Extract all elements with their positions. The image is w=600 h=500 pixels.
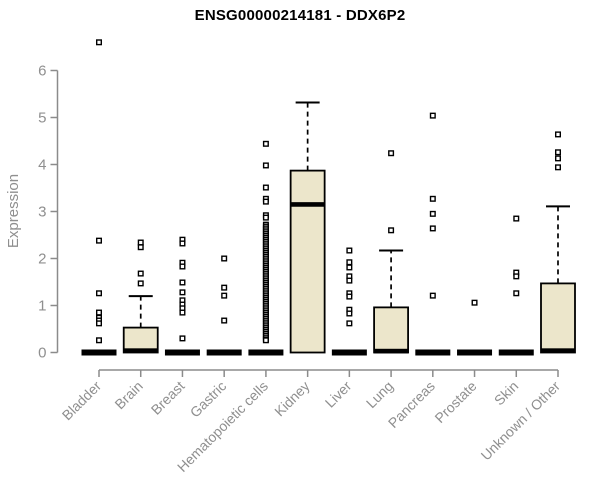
box-kidney bbox=[289, 169, 326, 354]
outlier-point bbox=[221, 292, 228, 299]
outlier-point bbox=[221, 284, 228, 291]
outlier-point bbox=[429, 292, 436, 299]
outlier-point bbox=[262, 184, 269, 191]
outlier-point bbox=[179, 263, 186, 270]
x-tick-label: Liver bbox=[322, 378, 355, 411]
outlier-point bbox=[221, 255, 228, 262]
outlier-point bbox=[95, 237, 102, 244]
outlier-point bbox=[346, 264, 353, 271]
outlier-point bbox=[262, 140, 269, 147]
box-unknown-other bbox=[540, 282, 576, 354]
outlier-point bbox=[554, 149, 561, 156]
y-tick-label: 1 bbox=[38, 298, 46, 315]
collapsed-box-skin bbox=[498, 349, 534, 356]
y-axis-title: Expression bbox=[5, 174, 22, 248]
y-tick-label: 4 bbox=[38, 157, 46, 174]
median-line bbox=[540, 348, 575, 353]
outlier-point bbox=[95, 337, 102, 344]
x-tick-label: Brain bbox=[111, 378, 145, 412]
outlier-point bbox=[262, 198, 269, 205]
outlier-point bbox=[429, 112, 436, 119]
chart-title: ENSG00000214181 - DDX6P2 bbox=[194, 7, 406, 24]
x-tick-label: Kidney bbox=[271, 378, 313, 420]
x-tick-label: Breast bbox=[148, 378, 188, 418]
y-tick-label: 6 bbox=[38, 63, 46, 80]
collapsed-box-hematopoietic-cells bbox=[248, 349, 284, 356]
outlier-point bbox=[346, 310, 353, 317]
outlier-point bbox=[554, 155, 561, 162]
outlier-point bbox=[137, 270, 144, 277]
outlier-point bbox=[221, 317, 228, 324]
outlier-point bbox=[137, 239, 144, 246]
outlier-point bbox=[513, 215, 520, 222]
y-tick-label: 2 bbox=[38, 251, 46, 268]
outlier-point bbox=[346, 277, 353, 284]
collapsed-box-pancreas bbox=[415, 349, 451, 356]
median-line bbox=[123, 348, 158, 353]
outlier-point bbox=[262, 214, 269, 221]
outlier-point bbox=[554, 164, 561, 171]
outlier-point bbox=[95, 290, 102, 297]
x-tick-label: Skin bbox=[491, 378, 522, 409]
outlier-point bbox=[262, 337, 269, 344]
outlier-point bbox=[388, 150, 395, 157]
outlier-point bbox=[95, 309, 102, 316]
outlier-point bbox=[346, 320, 353, 327]
collapsed-box-liver bbox=[331, 349, 367, 356]
x-tick-label: Unknown / Other bbox=[478, 378, 564, 464]
outlier-point bbox=[95, 39, 102, 46]
collapsed-box-bladder bbox=[81, 349, 117, 356]
outlier-point bbox=[137, 244, 144, 251]
y-tick-label: 3 bbox=[38, 204, 46, 221]
outlier-point bbox=[137, 280, 144, 287]
outlier-point bbox=[179, 309, 186, 316]
x-tick-label: Prostate bbox=[431, 378, 479, 426]
outlier-point bbox=[429, 195, 436, 202]
collapsed-box-breast bbox=[164, 349, 200, 356]
outlier-point bbox=[179, 279, 186, 286]
outlier-point bbox=[346, 247, 353, 254]
outlier-point bbox=[346, 293, 353, 300]
median-line bbox=[290, 202, 325, 207]
outlier-point bbox=[346, 259, 353, 266]
outlier-point bbox=[179, 289, 186, 296]
box-lung bbox=[373, 306, 409, 354]
outlier-point bbox=[262, 162, 269, 169]
median-line bbox=[374, 348, 409, 354]
y-tick-label: 5 bbox=[38, 110, 46, 127]
outlier-point bbox=[179, 240, 186, 247]
outlier-point bbox=[554, 131, 561, 138]
x-tick-label: Bladder bbox=[59, 378, 105, 424]
x-tick-label: Lung bbox=[363, 378, 396, 411]
outlier-point bbox=[429, 210, 436, 217]
outlier-point bbox=[388, 227, 395, 234]
outlier-point bbox=[513, 290, 520, 297]
outlier-point bbox=[95, 320, 102, 327]
outlier-point bbox=[513, 273, 520, 280]
outlier-point bbox=[429, 225, 436, 232]
y-tick-label: 0 bbox=[38, 345, 46, 362]
collapsed-box-prostate bbox=[457, 349, 493, 356]
outlier-point bbox=[471, 299, 478, 306]
outlier-point bbox=[179, 335, 186, 342]
collapsed-box-gastric bbox=[206, 349, 242, 356]
